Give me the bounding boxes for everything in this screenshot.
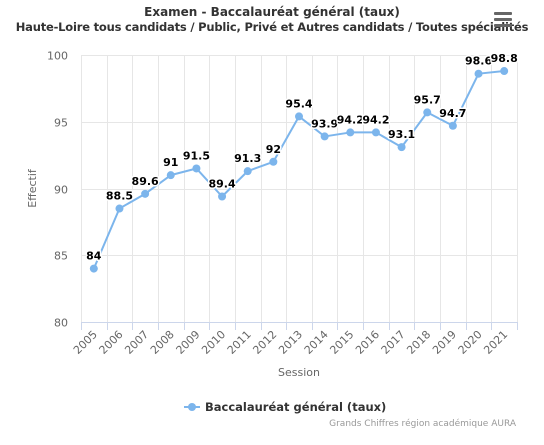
- data-point: [371, 128, 380, 137]
- data-point: [397, 143, 406, 152]
- data-label: 91.3: [234, 152, 261, 165]
- data-point: [141, 189, 150, 198]
- data-label: 94.2: [337, 113, 364, 126]
- x-tick-label: 2013: [276, 328, 305, 357]
- legend-item[interactable]: Baccalauréat général (taux): [184, 398, 386, 416]
- data-label: 94.7: [439, 107, 466, 120]
- data-label: 98.8: [491, 52, 518, 65]
- x-tick-label: 2007: [122, 328, 151, 357]
- x-tick-label: 2019: [430, 328, 459, 357]
- hamburger-menu-icon[interactable]: [492, 10, 514, 30]
- data-point: [448, 121, 457, 130]
- x-tick-label: 2005: [71, 328, 100, 357]
- data-point: [423, 108, 432, 117]
- y-tick-label: 80: [54, 317, 68, 330]
- data-label-halo: 95.7: [414, 93, 441, 106]
- data-label: 89.4: [208, 178, 235, 191]
- x-tick-label: 2006: [97, 328, 126, 357]
- y-tick-label: 85: [54, 250, 68, 263]
- data-label-halo: 94.2: [337, 113, 364, 126]
- data-label: 94.2: [362, 113, 389, 126]
- data-label-halo: 93.1: [388, 128, 415, 141]
- x-tick-label: 2018: [404, 328, 433, 357]
- data-label: 98.6: [465, 55, 492, 68]
- data-label-halo: 89.4: [208, 178, 235, 191]
- x-tick-label: 2021: [481, 328, 510, 357]
- x-tick-label: 2012: [250, 328, 279, 357]
- y-axis-title: Effectif: [26, 168, 39, 208]
- data-label-halo: 95.4: [285, 97, 312, 110]
- data-point: [269, 157, 278, 166]
- data-point: [166, 171, 175, 180]
- data-label-halo: 93.9: [311, 117, 338, 130]
- data-label: 91: [163, 156, 178, 169]
- data-label: 95.4: [285, 97, 312, 110]
- data-label: 92: [266, 143, 281, 156]
- data-label: 88.5: [106, 190, 133, 203]
- data-label-halo: 88.5: [106, 190, 133, 203]
- data-label-halo: 92: [266, 143, 281, 156]
- x-tick-label: 2014: [302, 328, 331, 357]
- data-point: [295, 112, 303, 121]
- x-tick-label: 2011: [225, 328, 254, 357]
- data-point: [474, 69, 483, 78]
- x-tick-label: 2009: [174, 328, 203, 357]
- data-label-halo: 98.6: [465, 55, 492, 68]
- data-label-halo: 91.3: [234, 152, 261, 165]
- legend-label: Baccalauréat général (taux): [205, 400, 387, 414]
- data-label: 84: [86, 250, 102, 263]
- data-point: [243, 167, 252, 176]
- data-point: [346, 128, 355, 137]
- data-label-halo: 91: [163, 156, 178, 169]
- x-tick-label: 2010: [199, 328, 228, 357]
- y-tick-label: 95: [54, 117, 68, 130]
- x-tick-label: 2008: [148, 328, 177, 357]
- y-tick-label: 100: [47, 50, 68, 63]
- data-point: [320, 132, 329, 141]
- data-label: 89.6: [132, 175, 159, 188]
- credits[interactable]: Grands Chiffres région académique AURA: [329, 419, 516, 429]
- chart-title: Examen - Baccalauréat général (taux): [144, 5, 400, 19]
- x-tick-label: 2015: [327, 328, 356, 357]
- legend-marker-icon: [184, 402, 200, 412]
- data-point: [192, 164, 201, 173]
- data-label-halo: 94.2: [362, 113, 389, 126]
- menu-bar-middle: [494, 18, 512, 21]
- data-point: [218, 192, 227, 201]
- data-label: 93.1: [388, 128, 415, 141]
- x-tick-label: 2017: [379, 328, 408, 357]
- x-tick-label: 2020: [456, 328, 485, 357]
- chart-subtitle: Haute-Loire tous candidats / Public, Pri…: [15, 20, 529, 34]
- menu-bar-top: [494, 12, 512, 15]
- menu-bar-bottom: [494, 24, 512, 27]
- x-axis-title: Session: [278, 366, 320, 379]
- data-label: 91.5: [183, 149, 210, 162]
- data-label: 95.7: [414, 93, 441, 106]
- data-label-halo: 89.6: [132, 175, 159, 188]
- y-tick-label: 90: [54, 184, 68, 197]
- x-tick-label: 2016: [353, 328, 382, 357]
- data-point: [500, 67, 509, 76]
- data-label-halo: 84: [86, 250, 102, 263]
- data-label-halo: 94.7: [439, 107, 466, 120]
- data-point: [89, 264, 98, 273]
- data-label: 93.9: [311, 117, 338, 130]
- data-label-halo: 98.8: [491, 52, 518, 65]
- data-label-halo: 91.5: [183, 149, 210, 162]
- data-point: [115, 204, 124, 213]
